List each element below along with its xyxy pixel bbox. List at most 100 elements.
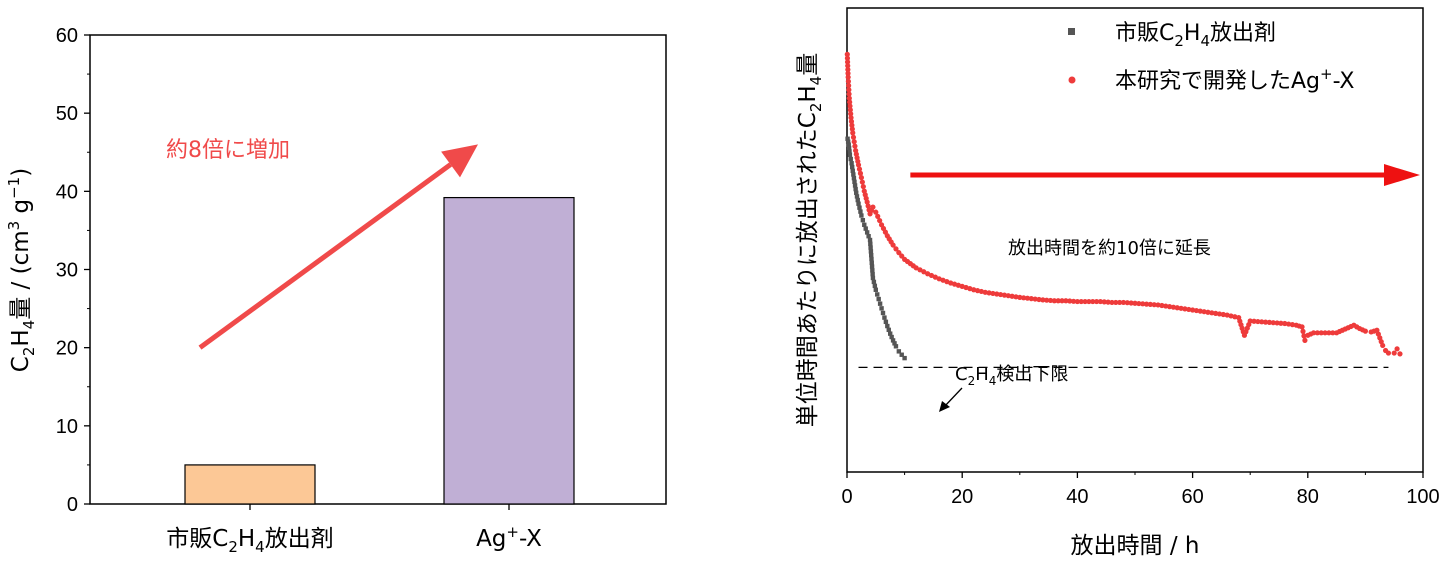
scatter-chart: 0 20 40 60 80 100 放出時間を約10倍に延長 C2H4検出下限 市販C2H… (795, 7, 1440, 559)
data-point (850, 130, 856, 136)
data-point (853, 186, 858, 192)
data-point (1380, 342, 1386, 349)
data-point (1097, 298, 1104, 305)
legend-marker-commercial (1068, 28, 1075, 35)
data-point (889, 334, 894, 340)
data-point (1070, 298, 1077, 304)
data-point (1090, 298, 1096, 305)
data-point (1117, 299, 1123, 306)
data-point (848, 156, 853, 162)
data-point (868, 245, 873, 250)
data-point (1205, 309, 1211, 315)
series-1 (844, 51, 1403, 357)
data-point (868, 241, 873, 246)
data-point (857, 205, 862, 210)
increase-arrow-head (441, 144, 478, 178)
data-point (869, 264, 875, 269)
data-point (870, 268, 875, 273)
data-point (849, 164, 855, 170)
data-point (1174, 305, 1180, 311)
data-point (1078, 298, 1084, 305)
legend-label-agx: 本研究で開発したAg+-X (1115, 65, 1355, 94)
data-point (1270, 320, 1276, 326)
data-point (1105, 299, 1111, 305)
data-point (982, 289, 988, 295)
detection-limit-pointer (943, 387, 963, 408)
data-point (1021, 295, 1027, 301)
data-point (1109, 299, 1115, 306)
data-point (1170, 304, 1176, 310)
data-point (870, 271, 875, 277)
data-point (1001, 292, 1008, 298)
bar-y-tick-label: 30 (56, 260, 78, 282)
data-point (1132, 300, 1138, 306)
data-point (1178, 305, 1184, 311)
bar-y-tick-label: 50 (56, 103, 78, 125)
svg-text:C2H4量 / (cm3 g−1): C2H4量 / (cm3 g−1) (5, 168, 38, 372)
data-point (850, 134, 857, 140)
data-point (864, 199, 870, 205)
data-point (1166, 304, 1173, 310)
data-point (847, 99, 853, 105)
data-point (877, 301, 883, 306)
data-point (1044, 297, 1050, 303)
data-point (880, 310, 886, 316)
data-point (879, 306, 884, 311)
data-point (847, 107, 853, 113)
data-point (863, 226, 868, 231)
scatter-x-tick-label: 60 (1181, 486, 1203, 508)
data-point (870, 204, 876, 210)
data-point (844, 51, 850, 58)
data-point (1024, 295, 1031, 301)
data-point (856, 166, 863, 172)
data-point (1310, 330, 1317, 336)
data-point (847, 103, 853, 109)
data-point (921, 269, 927, 275)
data-point (994, 291, 1000, 297)
data-point (848, 118, 855, 125)
data-point (1128, 300, 1134, 306)
extension-annotation: 放出時間を約10倍に延長 (1008, 238, 1211, 259)
data-point (850, 168, 855, 174)
bar-1 (443, 196, 575, 505)
data-point (845, 136, 850, 141)
data-point (986, 290, 992, 296)
data-point (849, 122, 855, 128)
extension-arrow-head (1384, 164, 1420, 187)
data-point (860, 183, 866, 190)
data-point (872, 283, 878, 289)
data-point (1136, 300, 1142, 307)
data-point (854, 194, 860, 199)
data-point (1247, 318, 1253, 324)
data-point (1299, 324, 1305, 330)
data-point (1301, 333, 1307, 339)
scatter-x-tick-label: 20 (951, 486, 973, 508)
data-point (1186, 306, 1192, 313)
legend-label-commercial: 市販C2H4放出剤 (1115, 21, 1276, 50)
data-point (1266, 319, 1272, 325)
data-point (1300, 328, 1306, 334)
data-point (846, 91, 852, 97)
detection-limit-pointer-head (939, 401, 950, 412)
data-point (877, 217, 883, 224)
bar-y-tick-label: 0 (67, 494, 78, 516)
scatter-x-tick-label: 0 (841, 486, 852, 508)
data-point (1101, 299, 1107, 305)
data-point (1032, 296, 1038, 302)
data-point (990, 290, 996, 297)
data-point (1220, 311, 1226, 318)
data-point (899, 352, 904, 357)
scatter-y-axis-title: 単位時間あたりに放出されたC2H4量 (795, 53, 825, 427)
scatter-x-tick-label: 80 (1297, 486, 1319, 508)
svg-text:単位時間あたりに放出されたC2H4量: 単位時間あたりに放出されたC2H4量 (795, 53, 825, 427)
data-point (871, 279, 877, 285)
data-point (1124, 300, 1130, 306)
data-point (868, 252, 874, 258)
bar-y-tick-label: 20 (56, 338, 78, 360)
data-point (867, 237, 873, 243)
data-point (865, 203, 871, 209)
data-point (852, 143, 858, 149)
series-0 (845, 136, 907, 361)
data-point (1314, 330, 1320, 336)
